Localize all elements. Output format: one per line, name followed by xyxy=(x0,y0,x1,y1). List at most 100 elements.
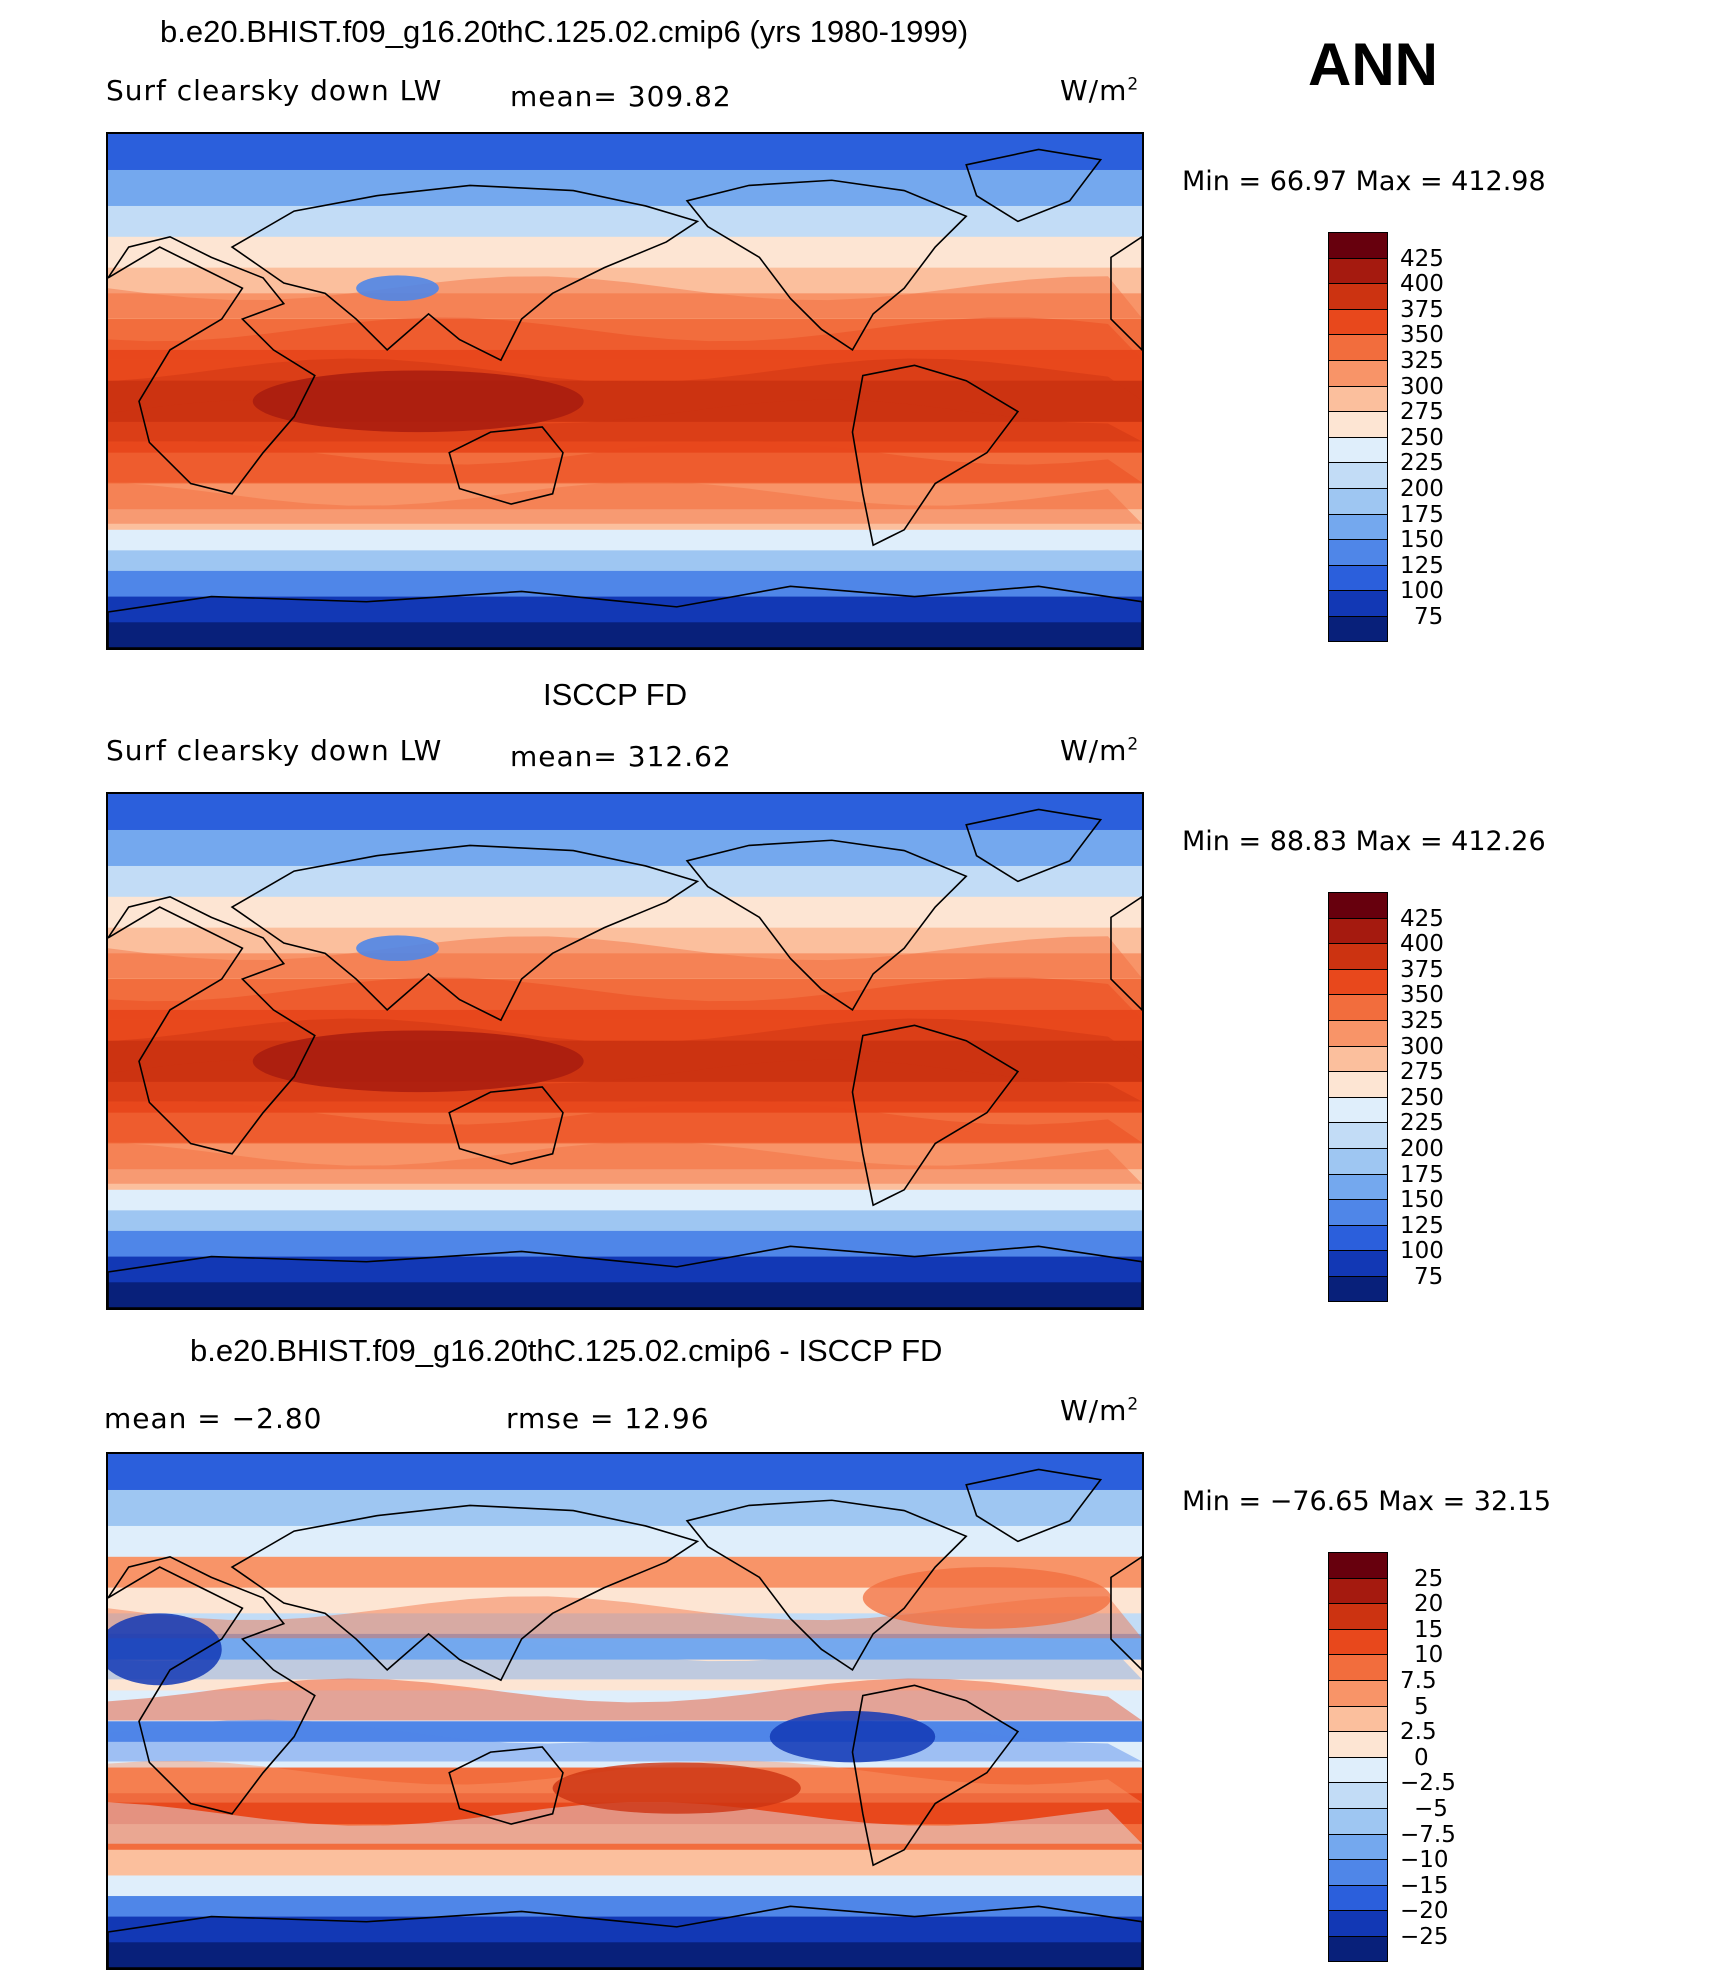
colorbar-tick-label: 400 xyxy=(1400,271,1444,298)
colorbar-swatch xyxy=(1328,1122,1388,1148)
colorbar-swatch xyxy=(1328,1147,1388,1174)
coastline-greenland xyxy=(965,808,1103,883)
panel2-minmax: Min = 88.83 Max = 412.26 xyxy=(1182,826,1546,857)
colorbar-tick-label: 25 xyxy=(1414,1565,1444,1592)
colorbar-swatch xyxy=(1328,1250,1388,1276)
zonal-band xyxy=(108,1210,1142,1232)
contour-band xyxy=(108,1596,1142,1639)
contour-band xyxy=(108,1802,1142,1844)
zonal-band xyxy=(108,1896,1142,1918)
colorbar-tick-label: 125 xyxy=(1400,552,1444,579)
colorbar-tick-label: 20 xyxy=(1414,1591,1444,1618)
colorbar-swatch xyxy=(1328,1884,1388,1911)
contour-band xyxy=(108,317,1142,360)
colorbar-tick-label: 150 xyxy=(1400,1187,1444,1214)
coastline-europeAfrica xyxy=(108,235,316,495)
coastline-europeRight xyxy=(1110,1555,1142,1672)
colorbar-swatch xyxy=(1328,1654,1388,1680)
zonal-band xyxy=(108,1613,1142,1635)
colorbar-tick-label: 2.5 xyxy=(1400,1719,1437,1746)
colorbar-swatch xyxy=(1328,487,1388,514)
zonal-band xyxy=(108,1916,1142,1944)
tibet-low xyxy=(356,935,439,962)
panel2-units: W/m2 xyxy=(1060,734,1140,767)
zonal-band xyxy=(108,570,1142,598)
coastline-southAmerica xyxy=(851,364,1020,547)
zonal-band xyxy=(108,550,1142,572)
colorbar-swatch xyxy=(1328,564,1388,591)
coastline-australia xyxy=(448,1746,564,1825)
panel1-variable: Surf clearsky down LW xyxy=(106,74,443,107)
colorbar-tick-label: 300 xyxy=(1400,1033,1444,1060)
zonal-band xyxy=(108,1081,1142,1114)
contour-band xyxy=(108,482,1142,524)
coastline-europeAfrica xyxy=(108,1555,316,1815)
colorbar-swatch xyxy=(1328,1577,1388,1604)
coastline-europeRight xyxy=(1110,895,1142,1012)
colorbar-swatch xyxy=(1328,359,1388,386)
coastline-southAmerica xyxy=(851,1684,1020,1867)
colorbar-swatch xyxy=(1328,1935,1388,1962)
colorbar-swatch xyxy=(1328,590,1388,616)
zonal-band xyxy=(108,205,1142,238)
tibet-low xyxy=(356,275,439,302)
colorbar-tick-label: 200 xyxy=(1400,1136,1444,1162)
zonal-band xyxy=(108,979,1142,1011)
coastline-antarctica xyxy=(108,585,1142,648)
zonal-band xyxy=(108,1256,1142,1284)
contour-band xyxy=(108,1142,1142,1184)
colorbar-swatch xyxy=(1328,1552,1388,1578)
zonal-band xyxy=(108,1143,1142,1171)
zonal-band xyxy=(108,1741,1142,1769)
colorbar-swatch xyxy=(1328,1045,1388,1072)
colorbar-tick-label: 7.5 xyxy=(1400,1668,1437,1694)
colorbar-swatch xyxy=(1328,994,1388,1020)
colorbar-tick-label: −25 xyxy=(1400,1924,1449,1950)
panel2-title: ISCCP FD xyxy=(543,677,688,712)
colorbar-tick-label: 275 xyxy=(1400,1059,1444,1086)
contour-band xyxy=(108,1678,1142,1721)
zonal-band xyxy=(108,1282,1142,1308)
colorbar-swatch xyxy=(1328,308,1388,335)
colorbar-tick-label: 325 xyxy=(1400,348,1444,374)
colorbar-swatch xyxy=(1328,1603,1388,1629)
contour-band xyxy=(108,1637,1142,1680)
panel3-minmax: Min = −76.65 Max = 32.15 xyxy=(1182,1486,1552,1517)
coastline-southAmerica xyxy=(851,1024,1020,1207)
panel1-units: W/m2 xyxy=(1060,74,1140,107)
panel2-colorbar xyxy=(1328,892,1388,1302)
colorbar-swatch xyxy=(1328,615,1388,642)
colorbar-tick-label: 250 xyxy=(1400,1084,1444,1111)
zonal-band xyxy=(108,1454,1142,1491)
coastline-europeAfrica xyxy=(108,895,316,1155)
colorbar-swatch xyxy=(1328,1833,1388,1860)
diff-high xyxy=(862,1567,1111,1629)
colorbar-tick-label: 425 xyxy=(1400,905,1444,932)
coastline-antarctica xyxy=(108,1905,1142,1968)
panel3-mean: mean = −2.80 xyxy=(104,1402,323,1435)
colorbar-tick-label: 5 xyxy=(1414,1693,1429,1720)
colorbar-swatch xyxy=(1328,513,1388,540)
panel1-map xyxy=(106,132,1144,650)
colorbar-swatch xyxy=(1328,1275,1388,1302)
colorbar-tick-label: −15 xyxy=(1400,1872,1449,1899)
colorbar-tick-label: 375 xyxy=(1400,956,1444,983)
colorbar-swatch xyxy=(1328,1019,1388,1046)
season-label: ANN xyxy=(1308,31,1438,98)
colorbar-swatch xyxy=(1328,1199,1388,1225)
zonal-band xyxy=(108,236,1142,269)
panel3-rmse: rmse = 12.96 xyxy=(506,1402,710,1435)
coastline-asia xyxy=(230,844,700,1022)
colorbar-tick-label: 425 xyxy=(1400,245,1444,272)
zonal-band xyxy=(108,319,1142,351)
colorbar-tick-label: 175 xyxy=(1400,1161,1444,1188)
colorbar-tick-label: −7.5 xyxy=(1400,1821,1456,1848)
colorbar-tick-label: 250 xyxy=(1400,424,1444,451)
colorbar-swatch xyxy=(1328,892,1388,918)
colorbar-tick-label: 325 xyxy=(1400,1008,1444,1034)
colorbar-swatch xyxy=(1328,1756,1388,1783)
zonal-band xyxy=(108,794,1142,831)
zonal-band xyxy=(108,1169,1142,1191)
zonal-band xyxy=(108,349,1142,382)
contour-band xyxy=(108,936,1142,979)
